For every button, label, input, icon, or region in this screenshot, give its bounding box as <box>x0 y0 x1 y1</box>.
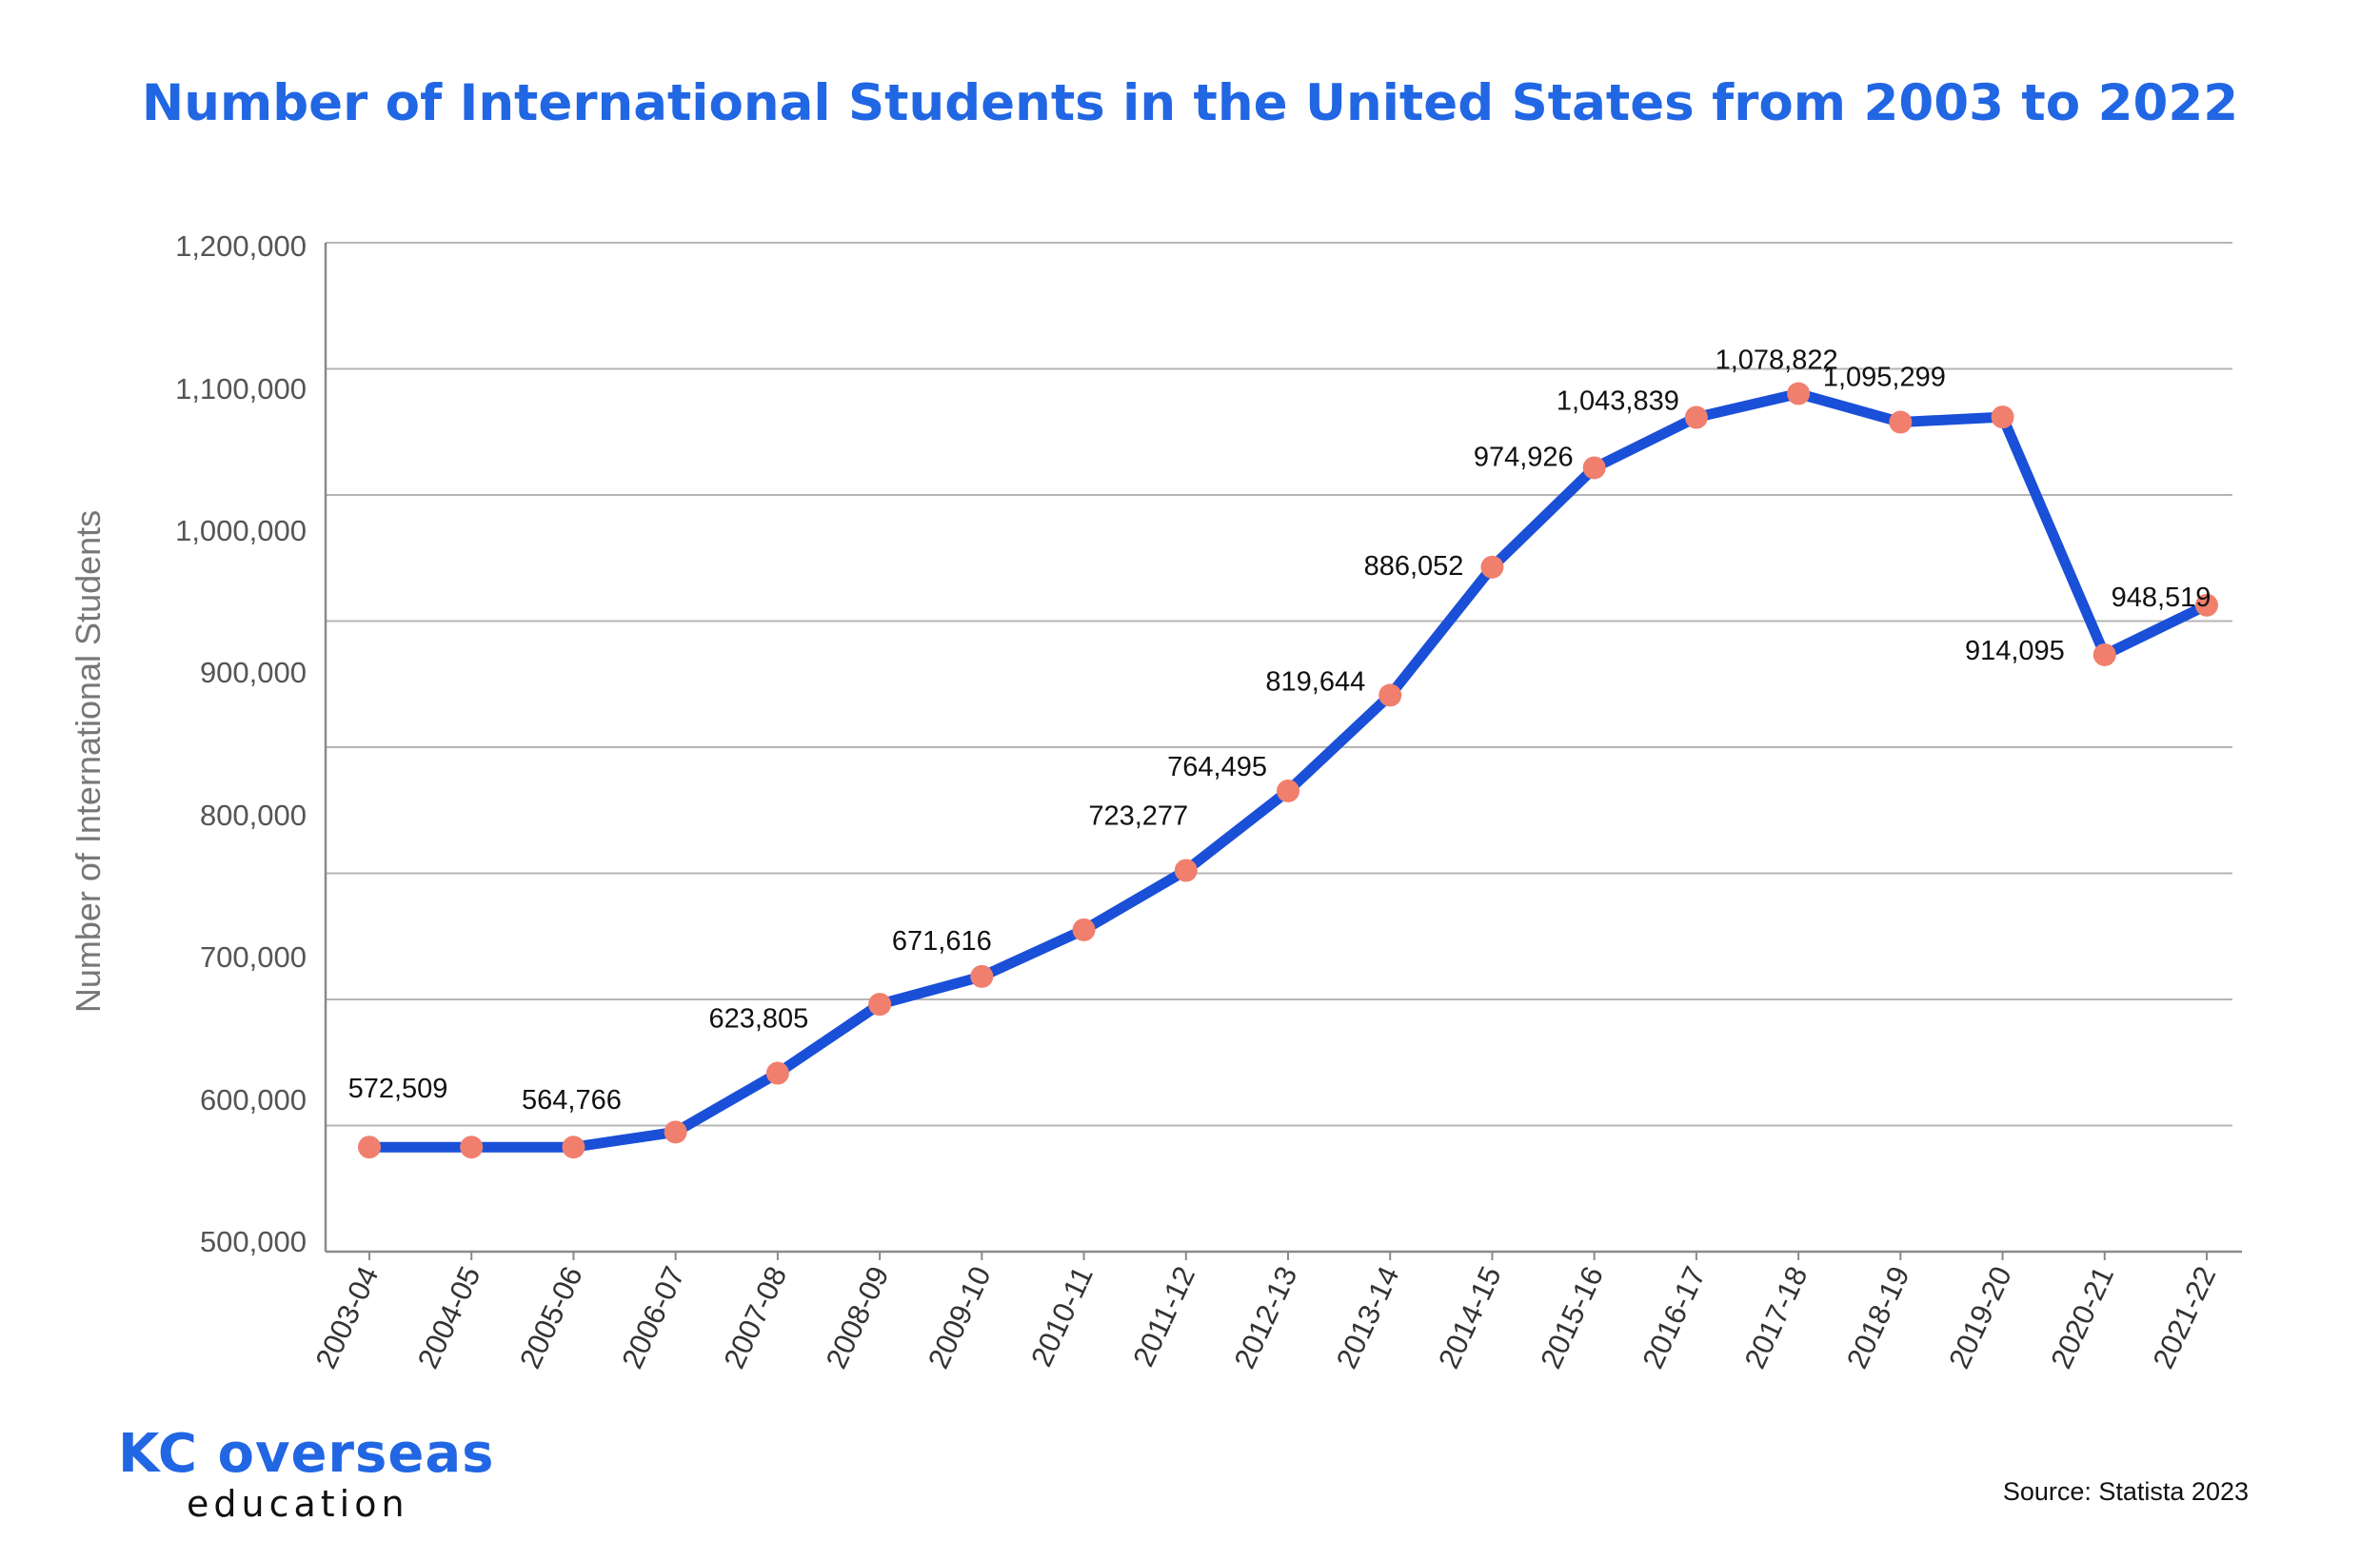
x-tick-label: 2016-17 <box>1636 1261 1712 1373</box>
data-label: 723,277 <box>1088 800 1188 831</box>
data-label: 914,095 <box>1965 636 2065 666</box>
data-point <box>664 1120 687 1144</box>
x-tick-label: 2005-06 <box>513 1261 589 1373</box>
y-axis-label: Number of International Students <box>69 510 108 1013</box>
gridlines <box>326 242 2232 1127</box>
x-tick-label: 2018-19 <box>1840 1261 1916 1373</box>
data-label: 1,043,839 <box>1557 385 1679 416</box>
y-tick-label: 1,100,000 <box>175 372 307 405</box>
data-point <box>1072 918 1096 941</box>
data-labels: 572,509 564,766 623,805 671,616 723,277 764,4… <box>348 346 2211 1116</box>
data-point <box>970 964 994 988</box>
brand-name: KC overseas <box>118 1423 495 1485</box>
data-label: 572,509 <box>348 1074 448 1104</box>
brand-logo: KC overseas education <box>118 1428 494 1527</box>
brand-subtitle: education <box>187 1483 409 1525</box>
x-tick-label: 2020-21 <box>2044 1261 2120 1373</box>
data-point <box>1787 382 1811 405</box>
x-tick-label: 2015-16 <box>1534 1261 1610 1373</box>
series-line-path <box>364 388 2212 1153</box>
x-tick-label: 2010-11 <box>1024 1261 1100 1372</box>
data-label: 1,095,299 <box>1823 363 1946 393</box>
source-note: Source: Statista 2023 <box>2002 1477 2249 1506</box>
data-label: 948,519 <box>2112 583 2211 613</box>
data-point <box>1991 405 2014 429</box>
y-tick-label: 900,000 <box>200 656 307 689</box>
data-point <box>765 1061 789 1085</box>
series-line <box>364 388 2212 1153</box>
data-markers <box>358 382 2218 1159</box>
x-tick-label: 2012-13 <box>1228 1261 1304 1373</box>
data-point <box>460 1136 484 1159</box>
data-point <box>1684 405 1708 429</box>
data-label: 623,805 <box>708 1004 808 1035</box>
y-tick-label: 1,200,000 <box>175 229 307 263</box>
data-point <box>2195 593 2218 617</box>
x-tick-label: 2008-09 <box>820 1261 896 1373</box>
x-tick-label: 2007-08 <box>717 1261 793 1373</box>
y-tick-label: 700,000 <box>200 940 307 974</box>
x-tick-label: 2017-18 <box>1738 1261 1815 1373</box>
data-point <box>1174 859 1198 882</box>
x-tick-label: 2013-14 <box>1330 1261 1406 1373</box>
y-tick-label: 600,000 <box>200 1083 307 1116</box>
x-tick-label: 2011-12 <box>1126 1261 1201 1372</box>
x-tick-label: 2014-15 <box>1432 1261 1508 1373</box>
y-tick-label: 1,000,000 <box>175 514 307 547</box>
data-point <box>562 1136 585 1159</box>
chart-title: Number of International Students in the … <box>141 74 2239 132</box>
data-label: 764,495 <box>1167 752 1267 782</box>
data-label: 819,644 <box>1265 666 1365 697</box>
data-point <box>1582 456 1606 480</box>
data-label: 1,078,822 <box>1716 346 1838 376</box>
y-tick-label: 500,000 <box>200 1225 307 1258</box>
x-tick-label: 2006-07 <box>615 1261 691 1373</box>
data-point <box>868 993 892 1017</box>
x-tick-labels: 2003-04 2004-05 2005-06 2006-07 2007-08 2008-… <box>309 1261 2223 1373</box>
axes <box>324 243 2242 1260</box>
x-tick-label: 2004-05 <box>411 1261 487 1373</box>
data-point <box>1889 410 1913 434</box>
data-label: 886,052 <box>1364 551 1464 582</box>
data-point <box>2092 642 2116 666</box>
x-tick-label: 2019-20 <box>1942 1261 2018 1373</box>
data-point <box>358 1136 381 1159</box>
data-point <box>1378 683 1402 707</box>
data-point <box>1277 779 1299 802</box>
data-point <box>1480 555 1504 579</box>
y-tick-labels: 1,200,000 1,100,000 1,000,000 900,000 800,00… <box>175 229 307 1258</box>
data-label: 974,926 <box>1474 442 1574 472</box>
x-tick-label: 2003-04 <box>309 1261 386 1373</box>
x-tick-label: 2021-22 <box>2147 1261 2223 1373</box>
x-tick-label: 2009-10 <box>922 1261 998 1373</box>
data-label: 564,766 <box>522 1085 622 1116</box>
y-tick-label: 800,000 <box>200 799 307 832</box>
data-label: 671,616 <box>892 926 992 957</box>
